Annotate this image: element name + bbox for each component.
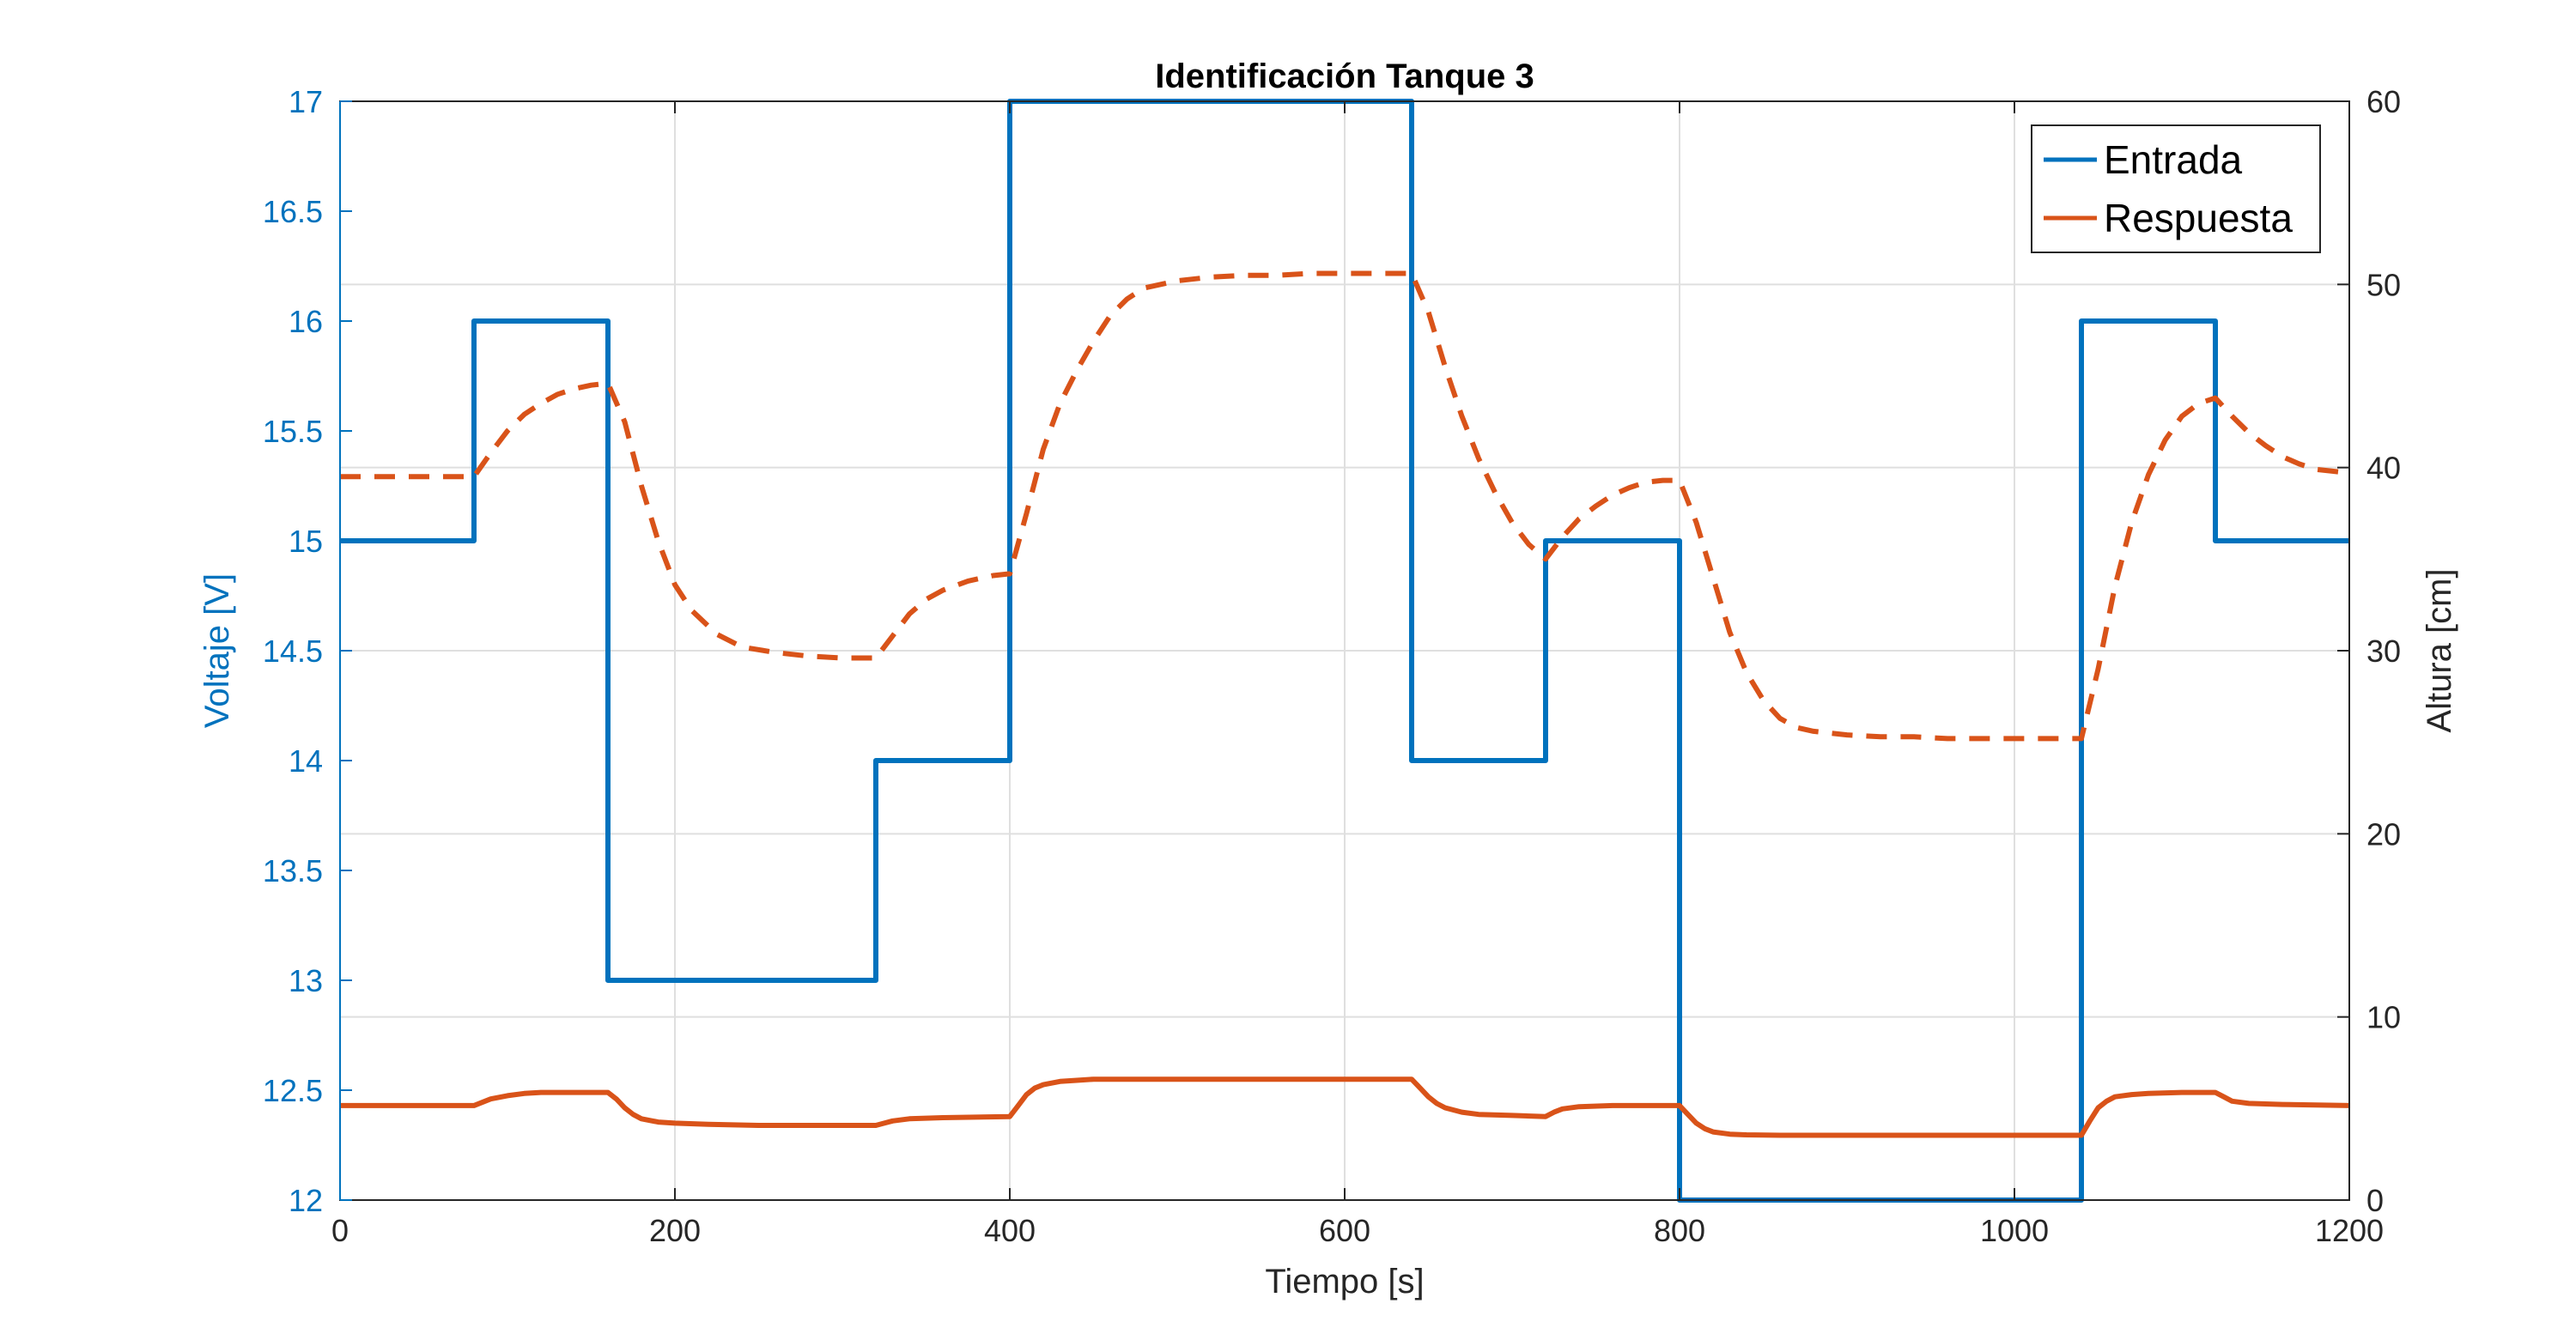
y-right-tick-label: 60 bbox=[2366, 84, 2401, 119]
y-right-tick-label: 50 bbox=[2366, 267, 2401, 302]
legend: Entrada Respuesta bbox=[2031, 124, 2321, 253]
series-line-entrada bbox=[340, 99, 2349, 1203]
ticks: 0 200 400 600 800 1000 120001020304050601212.5… bbox=[263, 84, 2401, 1248]
series-line-respuesta bbox=[340, 270, 2350, 742]
plot-lines bbox=[340, 99, 2350, 1203]
y-right-tick-label: 30 bbox=[2366, 634, 2401, 669]
x-tick-label: 1200 bbox=[2315, 1213, 2384, 1248]
y-left-tick-label: 12.5 bbox=[263, 1073, 323, 1108]
y-left-tick-label: 17 bbox=[289, 84, 323, 119]
y-left-tick-label: 15 bbox=[289, 524, 323, 559]
y-left-tick-label: 13.5 bbox=[263, 853, 323, 888]
x-tick-label: 400 bbox=[984, 1213, 1036, 1248]
series-line-respuesta-level bbox=[340, 1076, 2350, 1138]
legend-label-respuesta: Respuesta bbox=[2104, 196, 2293, 240]
y-left-tick-label: 16.5 bbox=[263, 194, 323, 229]
y-left-tick-label: 13 bbox=[289, 963, 323, 998]
x-tick-label: 600 bbox=[1319, 1213, 1370, 1248]
y-right-tick-label: 10 bbox=[2366, 1000, 2401, 1035]
y-left-tick-label: 14.5 bbox=[263, 634, 323, 669]
y-right-tick-label: 40 bbox=[2366, 451, 2401, 486]
x-axis-title: Tiempo [s] bbox=[1265, 1263, 1424, 1301]
y-right-tick-label: 0 bbox=[2366, 1183, 2384, 1218]
legend-label-entrada: Entrada bbox=[2104, 137, 2243, 182]
x-tick-label: 800 bbox=[1654, 1213, 1705, 1248]
y-right-axis-title: Altura [cm] bbox=[2421, 568, 2458, 732]
y-left-tick-label: 12 bbox=[289, 1183, 323, 1218]
y-left-tick-label: 16 bbox=[289, 304, 323, 339]
x-tick-label: 1000 bbox=[1980, 1213, 2049, 1248]
x-tick-label: 0 bbox=[331, 1213, 349, 1248]
y-right-tick-label: 20 bbox=[2366, 816, 2401, 852]
legend-box bbox=[2031, 124, 2321, 253]
y-left-tick-label: 15.5 bbox=[263, 414, 323, 449]
y-left-axis-title: Voltaje [V] bbox=[198, 573, 236, 728]
chart-title: Identificación Tanque 3 bbox=[1155, 58, 1534, 95]
y-left-tick-label: 14 bbox=[289, 743, 323, 779]
x-tick-label: 200 bbox=[649, 1213, 701, 1248]
